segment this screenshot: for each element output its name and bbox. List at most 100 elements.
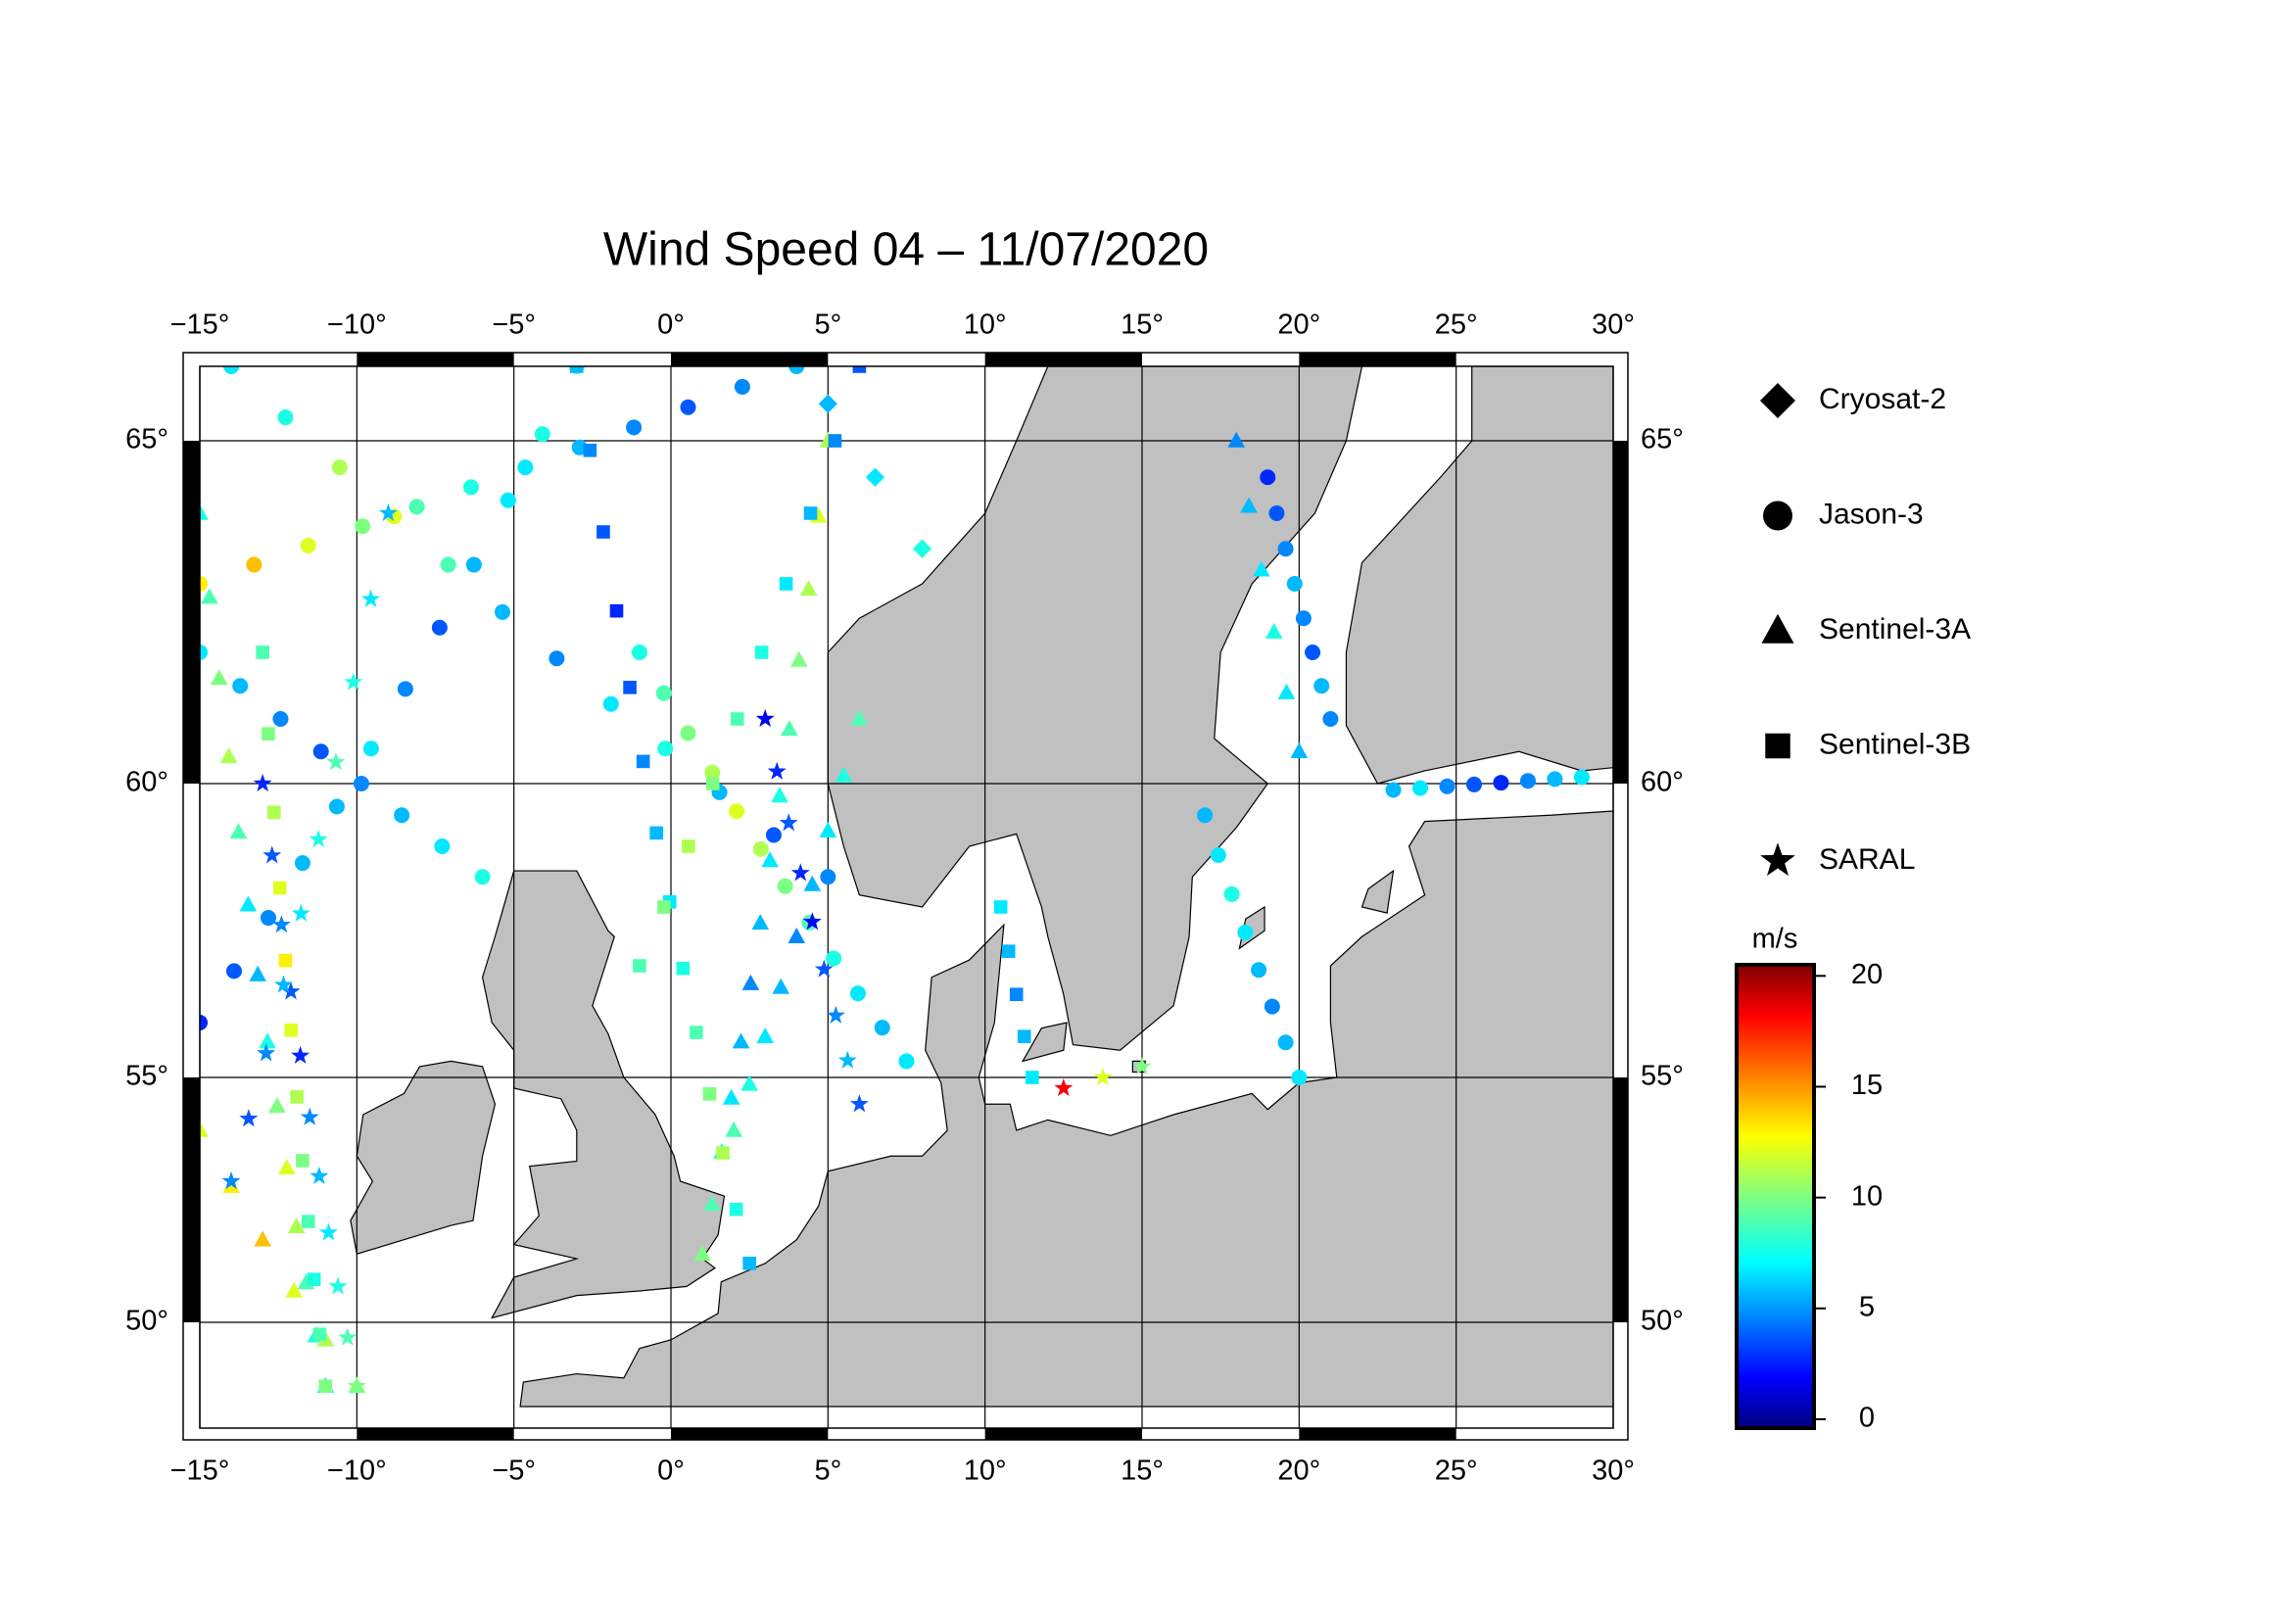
legend-label: Jason-3: [1819, 498, 1924, 530]
x-tick-label: 20°: [1277, 310, 1320, 341]
wind-marker: [704, 764, 721, 781]
wind-marker: [500, 492, 516, 508]
wind-marker: [740, 1075, 758, 1091]
wind-marker: [1251, 962, 1267, 979]
wind-marker: [1264, 998, 1280, 1015]
wind-marker: [837, 1050, 857, 1069]
wind-marker: [200, 576, 208, 592]
wind-marker: [676, 961, 691, 976]
map-title: Wind Speed 04 – 11/07/2020: [603, 224, 1209, 276]
wind-marker: [287, 1218, 306, 1234]
wind-marker: [249, 965, 266, 981]
wind-marker: [779, 577, 793, 591]
wind-marker: [649, 826, 663, 840]
wind-marker: [253, 774, 272, 792]
wind-marker: [1025, 1071, 1039, 1084]
wind-marker: [272, 881, 287, 895]
wind-marker: [703, 1195, 721, 1212]
wind-marker: [1253, 560, 1270, 577]
wind-marker: [814, 959, 834, 978]
wind-marker: [347, 1376, 366, 1395]
wind-marker: [434, 838, 451, 854]
wind-marker: [200, 1121, 209, 1137]
wind-marker: [626, 419, 643, 436]
wind-marker: [1286, 576, 1303, 592]
wind-marker: [850, 709, 869, 726]
wind-marker: [1290, 742, 1309, 759]
wind-marker: [326, 752, 346, 771]
y-tick-label: 55°: [1641, 1061, 1684, 1092]
land-area: [519, 810, 1613, 1408]
wind-marker: [725, 1121, 742, 1137]
wind-marker: [1132, 1056, 1152, 1075]
legend-marker: [1760, 383, 1795, 418]
wind-marker: [344, 672, 363, 691]
wind-marker: [263, 845, 282, 864]
wind-marker: [722, 1088, 740, 1105]
wind-marker: [1001, 944, 1016, 958]
wind-marker: [682, 839, 695, 853]
frame-segment: [671, 1428, 829, 1440]
y-tick-label: 65°: [1641, 424, 1684, 455]
wind-marker: [331, 459, 348, 476]
wind-marker: [1237, 924, 1254, 940]
wind-marker: [284, 1023, 299, 1037]
wind-marker: [636, 754, 650, 769]
wind-marker: [307, 1272, 321, 1286]
frame-border: [182, 352, 1629, 1441]
wind-marker: [1009, 987, 1024, 1002]
wind-marker: [440, 556, 456, 573]
wind-marker: [828, 434, 842, 448]
x-tick-label: −5°: [492, 1456, 536, 1487]
wind-marker: [328, 1276, 348, 1295]
wind-marker: [378, 503, 398, 522]
frame-border: [199, 365, 1614, 1429]
frame-segment: [357, 1428, 514, 1440]
wind-marker: [1277, 541, 1294, 557]
y-tick-label: 65°: [125, 424, 168, 455]
x-tick-label: 25°: [1435, 1456, 1478, 1487]
wind-marker: [790, 863, 810, 882]
wind-marker: [732, 1032, 750, 1049]
wind-marker: [462, 479, 479, 496]
wind-marker: [1385, 782, 1402, 798]
wind-marker: [803, 875, 822, 891]
wind-marker: [799, 580, 818, 597]
wind-marker: [355, 518, 371, 535]
wind-marker: [755, 709, 775, 728]
wind-marker: [657, 740, 674, 757]
colorbar-tick-label: 5: [1859, 1291, 1875, 1322]
wind-marker: [1093, 1068, 1113, 1086]
wind-marker: [278, 1158, 296, 1174]
legend-marker: [1763, 501, 1792, 531]
legend-marker: [1760, 842, 1795, 877]
wind-marker: [229, 823, 248, 839]
wind-marker: [397, 681, 413, 697]
wind-marker: [201, 588, 218, 604]
wind-marker: [1465, 776, 1482, 792]
wind-marker: [912, 539, 932, 558]
land-area: [350, 1060, 497, 1256]
wind-marker: [549, 650, 565, 667]
frame-segment: [183, 441, 200, 784]
wind-marker: [219, 747, 238, 764]
wind-marker: [765, 827, 782, 843]
wind-marker: [693, 1245, 711, 1262]
colorbar: m/s 0 5 10 15 20: [1735, 924, 1883, 1434]
wind-marker: [826, 1005, 845, 1024]
wind-marker: [779, 813, 798, 832]
wind-marker: [1295, 610, 1312, 627]
x-tick-label: −10°: [327, 310, 387, 341]
wind-marker: [993, 900, 1008, 914]
wind-marker: [752, 840, 769, 857]
x-tick-label: −5°: [492, 310, 536, 341]
wind-marker: [849, 985, 866, 1002]
wind-marker: [408, 499, 425, 515]
wind-marker: [361, 589, 381, 607]
wind-marker: [623, 681, 637, 694]
wind-marker: [767, 761, 787, 780]
wind-marker: [852, 366, 867, 373]
colorbar-unit: m/s: [1752, 924, 1798, 955]
frame-segment: [1613, 1077, 1628, 1322]
